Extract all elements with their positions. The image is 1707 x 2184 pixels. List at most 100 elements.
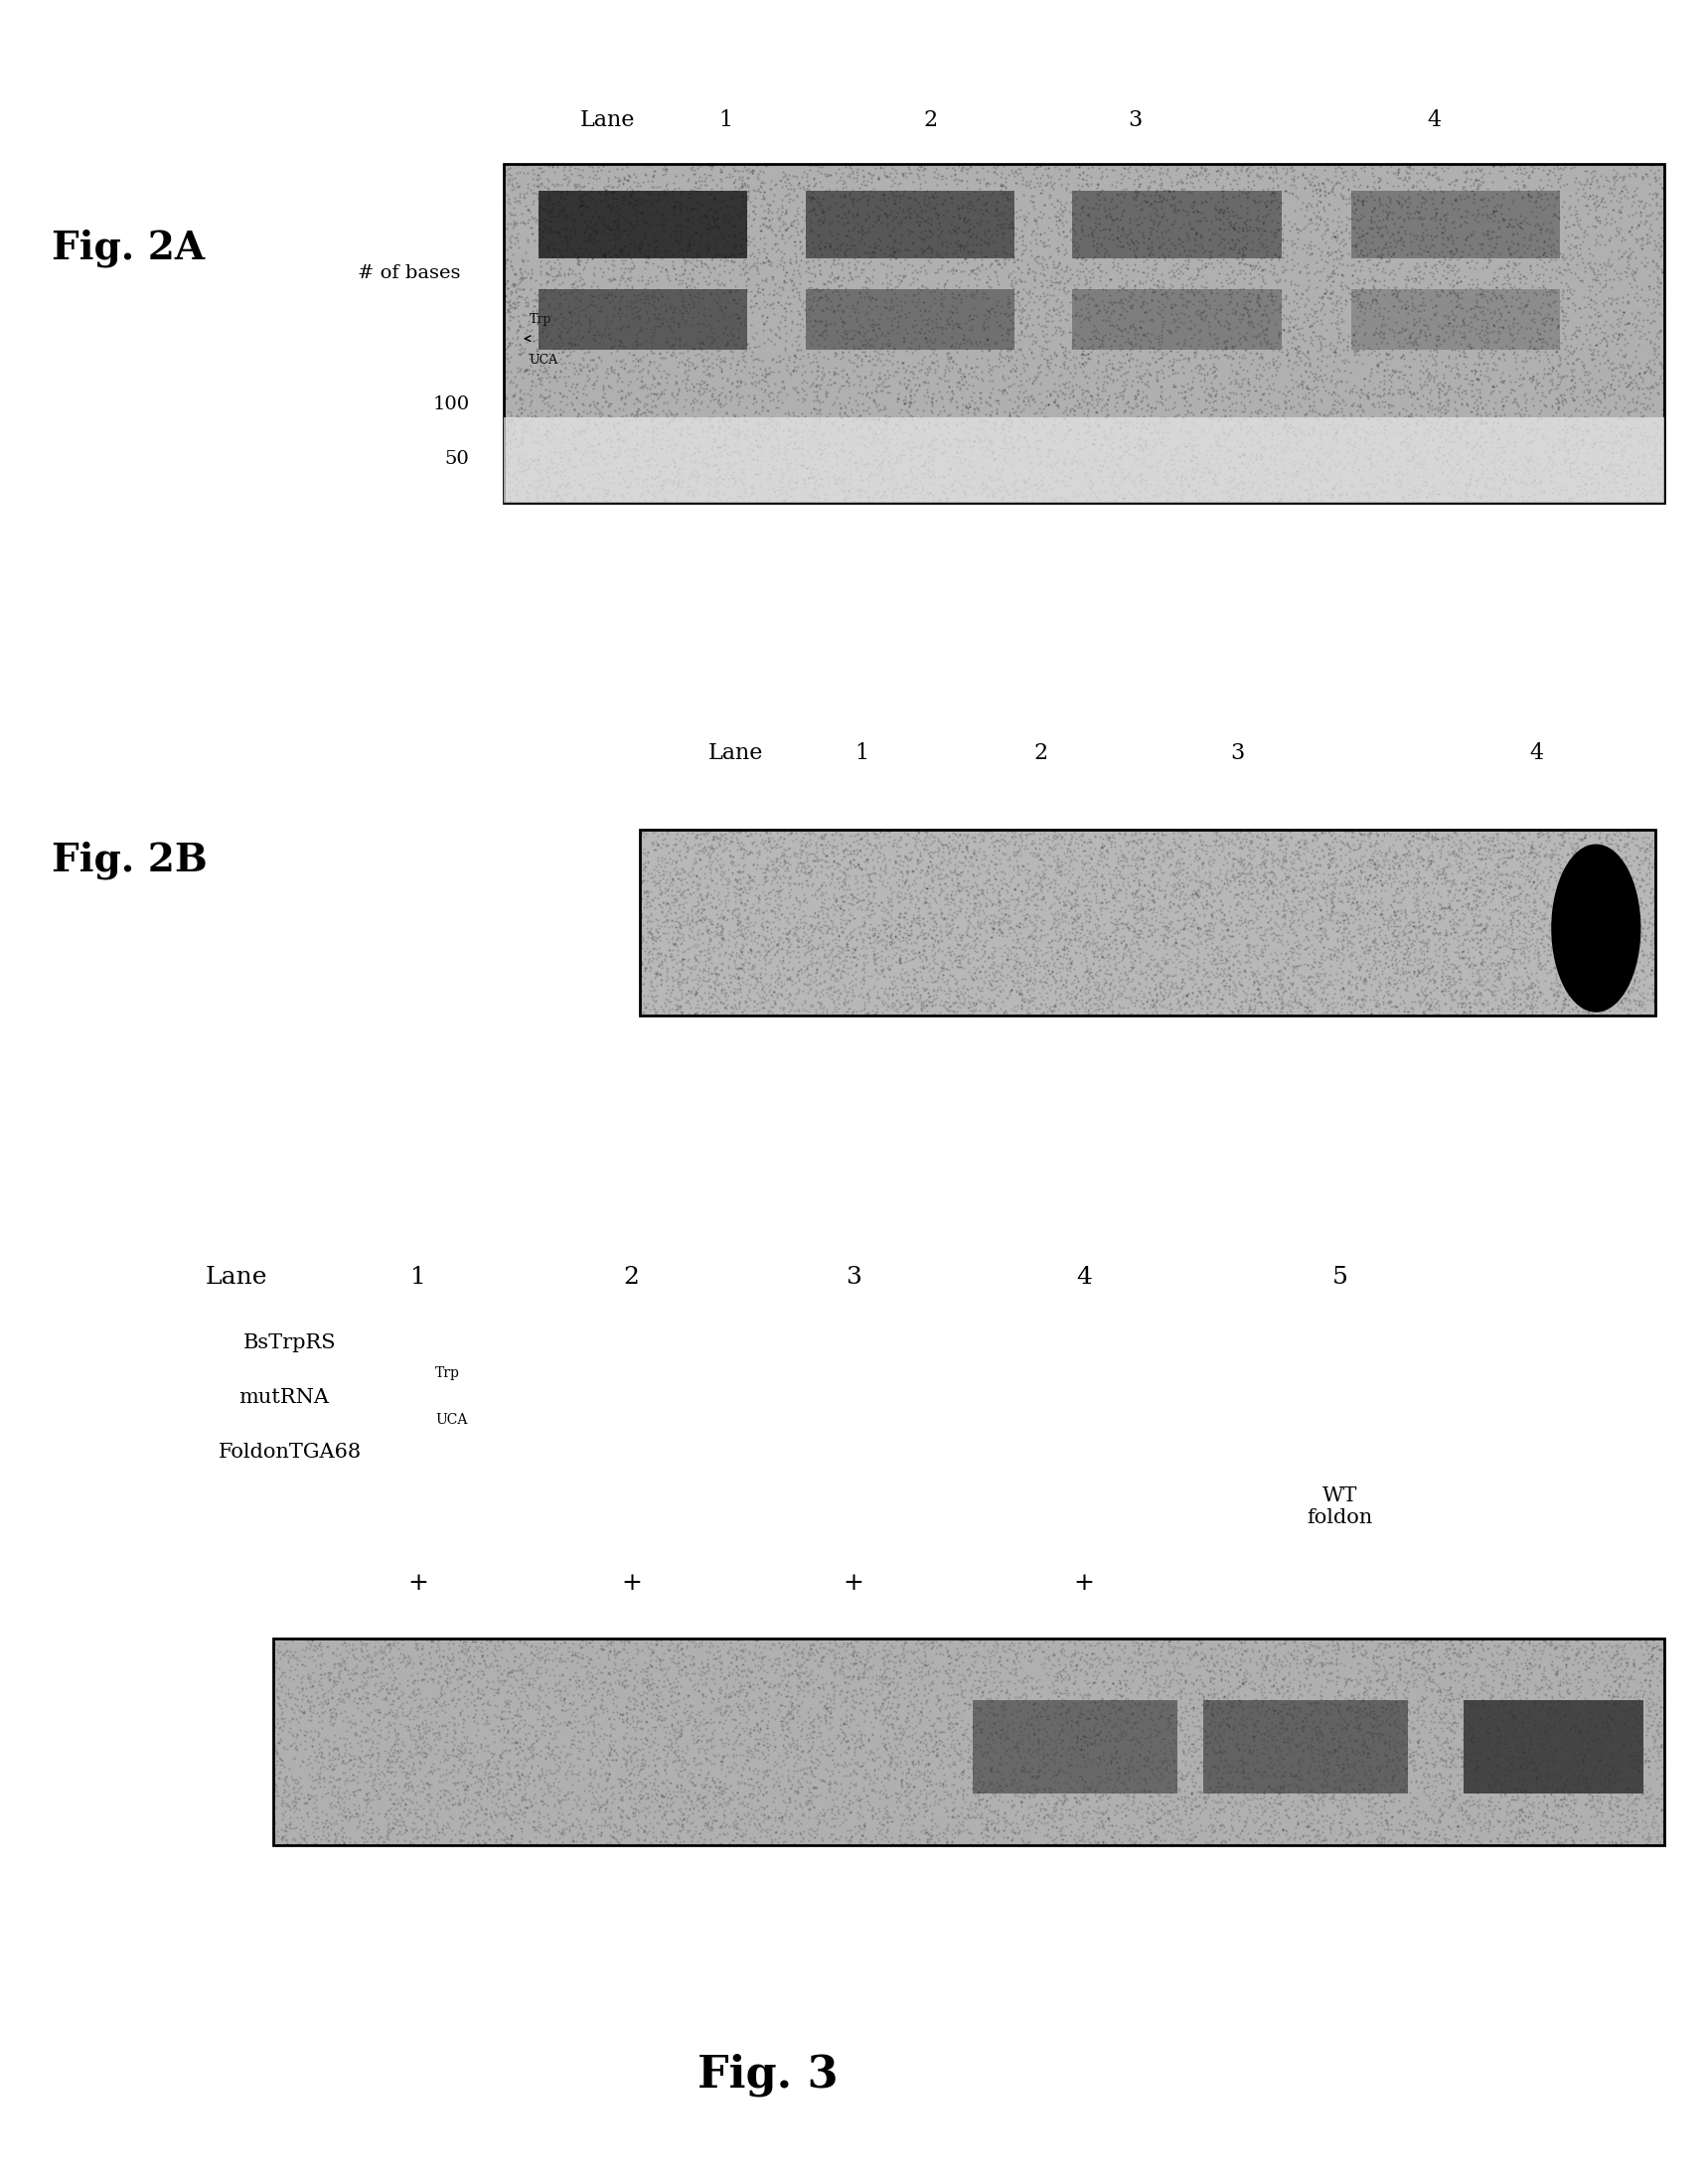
Point [1391, 828, 1419, 863]
Point [485, 1789, 512, 1824]
Point [1449, 1732, 1477, 1767]
Point [655, 358, 683, 393]
Point [1453, 1797, 1480, 1832]
Point [925, 839, 953, 874]
Point [1060, 347, 1087, 382]
Point [266, 1743, 294, 1778]
Point [1296, 483, 1323, 518]
Point [1191, 286, 1219, 321]
Point [731, 1765, 758, 1800]
Point [1149, 387, 1176, 422]
Point [1063, 1649, 1091, 1684]
Point [732, 1677, 760, 1712]
Point [463, 1706, 490, 1741]
Point [1427, 878, 1454, 913]
Point [527, 205, 555, 240]
Point [509, 334, 536, 369]
Point [1065, 1732, 1092, 1767]
Point [1371, 415, 1398, 450]
Point [1335, 319, 1362, 354]
Point [1135, 188, 1162, 223]
Point [290, 1717, 318, 1752]
Point [908, 428, 935, 463]
Point [1034, 349, 1062, 384]
Point [780, 432, 807, 467]
Point [650, 841, 678, 876]
Point [905, 1743, 932, 1778]
Point [751, 411, 778, 446]
Point [1374, 1811, 1401, 1845]
Point [1570, 1679, 1598, 1714]
Point [1473, 1649, 1500, 1684]
Point [463, 1629, 490, 1664]
Point [818, 1795, 845, 1830]
Point [534, 1671, 562, 1706]
Point [387, 1645, 415, 1679]
Point [505, 1734, 533, 1769]
Point [1499, 880, 1526, 915]
Point [835, 828, 862, 863]
Point [1040, 264, 1067, 299]
Point [370, 1824, 398, 1859]
Point [579, 384, 606, 419]
Point [306, 1627, 333, 1662]
Point [1388, 221, 1415, 256]
Point [1224, 878, 1251, 913]
Point [1130, 238, 1157, 273]
Point [353, 1782, 381, 1817]
Point [502, 358, 529, 393]
Point [1074, 397, 1101, 432]
Point [906, 214, 934, 249]
Point [1323, 939, 1350, 974]
Point [1427, 1658, 1454, 1693]
Point [828, 930, 855, 965]
Point [1593, 1721, 1620, 1756]
Point [1099, 363, 1127, 397]
Point [1470, 336, 1497, 371]
Point [725, 987, 753, 1022]
Point [1222, 376, 1250, 411]
Point [1116, 1640, 1144, 1675]
Point [959, 950, 987, 985]
Point [1519, 876, 1547, 911]
Point [705, 1769, 732, 1804]
Point [959, 985, 987, 1020]
Point [794, 422, 821, 456]
Point [1164, 192, 1191, 227]
Point [644, 411, 671, 446]
Point [1130, 989, 1157, 1024]
Point [1357, 1795, 1384, 1830]
Point [1582, 878, 1610, 913]
Point [551, 349, 579, 384]
Point [1202, 358, 1229, 393]
Point [1174, 299, 1202, 334]
Point [727, 1828, 754, 1863]
Point [326, 1789, 353, 1824]
Point [959, 891, 987, 926]
Point [1550, 858, 1577, 893]
Point [1210, 1712, 1238, 1747]
Point [1157, 179, 1185, 214]
Point [582, 1738, 609, 1773]
Point [527, 1651, 555, 1686]
Point [1185, 328, 1212, 363]
Point [894, 1819, 922, 1854]
Point [932, 1738, 959, 1773]
Point [1132, 183, 1159, 218]
Point [982, 413, 1009, 448]
Point [1058, 369, 1086, 404]
Point [1005, 1817, 1033, 1852]
Point [543, 411, 570, 446]
Point [652, 234, 679, 269]
Point [1627, 933, 1654, 968]
Point [1345, 452, 1372, 487]
Point [1448, 989, 1475, 1024]
Point [819, 245, 847, 280]
Point [1123, 177, 1151, 212]
Point [1186, 168, 1214, 203]
Point [671, 389, 698, 424]
Point [1000, 850, 1028, 885]
Point [1620, 1629, 1647, 1664]
Point [591, 181, 618, 216]
Point [1562, 874, 1589, 909]
